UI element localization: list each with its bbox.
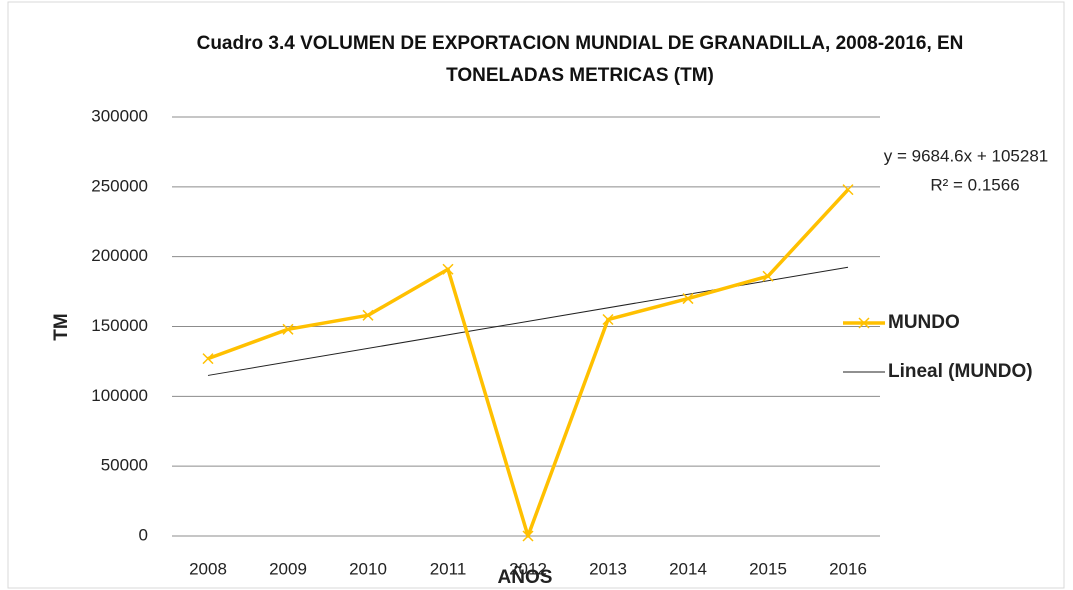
x-tick-label: 2016 bbox=[829, 559, 867, 578]
data-point bbox=[682, 293, 694, 305]
data-point bbox=[362, 309, 374, 321]
data-point bbox=[762, 270, 774, 282]
y-tick-label: 100000 bbox=[91, 386, 148, 405]
y-tick-label: 0 bbox=[139, 525, 148, 544]
trend-equation: y = 9684.6x + 105281 bbox=[884, 146, 1048, 165]
y-tick-label: 150000 bbox=[91, 316, 148, 335]
x-tick-label: 2011 bbox=[430, 559, 467, 578]
y-tick-label: 250000 bbox=[91, 176, 148, 195]
y-tick-label: 300000 bbox=[91, 106, 148, 125]
data-point bbox=[522, 530, 534, 542]
data-point bbox=[282, 323, 294, 335]
data-point bbox=[842, 184, 854, 196]
chart-title: Cuadro 3.4 VOLUMEN DE EXPORTACION MUNDIA… bbox=[196, 33, 964, 86]
x-tick-label: 2015 bbox=[749, 559, 787, 578]
x-tick-label: 2013 bbox=[589, 559, 627, 578]
data-point bbox=[202, 353, 214, 365]
x-tick-label: 2012 bbox=[509, 559, 547, 578]
legend-label: MUNDO bbox=[888, 312, 960, 333]
x-tick-label: 2009 bbox=[269, 559, 307, 578]
legend-marker bbox=[858, 317, 870, 329]
x-tick-label: 2010 bbox=[349, 559, 387, 578]
x-axis-label: AÑOS bbox=[498, 566, 553, 588]
data-line bbox=[207, 188, 850, 538]
data-point bbox=[442, 263, 454, 275]
y-axis-label: TM bbox=[51, 313, 72, 340]
chart-border bbox=[7, 1, 1065, 589]
x-tick-label: 2014 bbox=[669, 559, 707, 578]
x-tick-label: 2008 bbox=[189, 559, 227, 578]
y-tick-label: 200000 bbox=[91, 246, 148, 265]
trend-r2: R² = 0.1566 bbox=[930, 175, 1019, 194]
trendline bbox=[207, 266, 849, 376]
y-tick-label: 50000 bbox=[101, 456, 148, 475]
data-point bbox=[602, 313, 614, 326]
legend-label: Lineal (MUNDO) bbox=[888, 361, 1033, 382]
